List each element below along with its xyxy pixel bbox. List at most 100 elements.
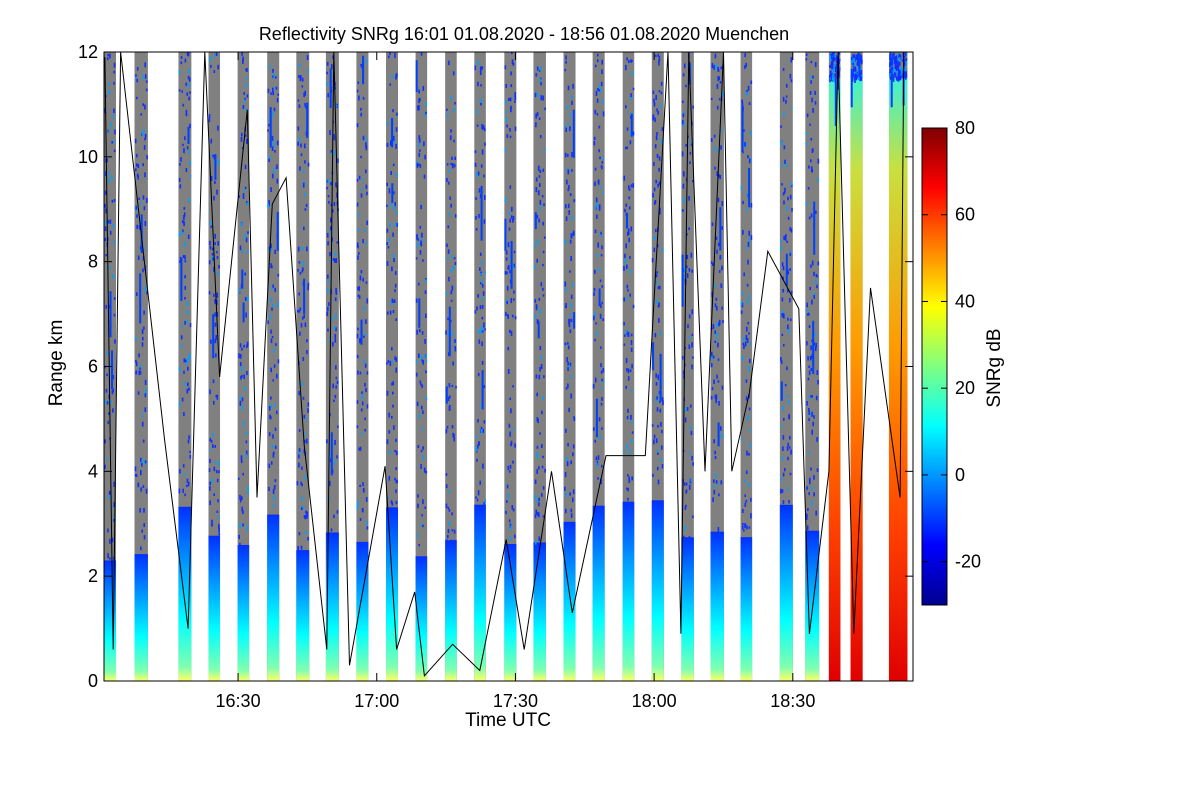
noise-speck xyxy=(659,211,661,215)
noise-speck xyxy=(661,127,664,132)
noise-speck xyxy=(272,75,274,79)
noise-speck xyxy=(538,497,540,502)
noise-speck xyxy=(365,169,367,174)
noise-speck xyxy=(716,322,719,328)
noise-speck xyxy=(245,431,248,435)
colorbar xyxy=(921,127,948,606)
noise-speck xyxy=(505,510,507,515)
signal-fill xyxy=(134,554,148,681)
noise-speck xyxy=(790,106,793,109)
noise-speck xyxy=(569,362,572,367)
noise-speck xyxy=(107,420,110,425)
noise-speck xyxy=(624,258,627,264)
noise-speck xyxy=(656,407,659,412)
noise-speck xyxy=(481,360,484,365)
noise-speck xyxy=(740,185,743,191)
noise-speck xyxy=(857,59,859,65)
noise-speck xyxy=(111,506,113,509)
noise-speck xyxy=(108,171,110,175)
noise-speck xyxy=(276,178,279,184)
noise-speckles xyxy=(850,52,863,108)
noise-speck xyxy=(632,304,635,309)
noise-streak xyxy=(362,55,365,85)
noise-streak xyxy=(415,60,418,93)
noise-speck xyxy=(788,446,791,449)
noise-speck xyxy=(628,60,630,63)
noise-streak xyxy=(659,353,662,402)
noise-speck xyxy=(446,113,449,118)
noise-speck xyxy=(628,196,631,200)
noise-speck xyxy=(217,515,220,519)
noise-speck xyxy=(787,442,789,446)
noise-speck xyxy=(627,474,629,477)
noise-speck xyxy=(389,310,392,315)
noise-speck xyxy=(298,429,301,432)
noise-speck xyxy=(300,322,303,328)
noise-speck xyxy=(144,138,146,141)
noise-speck xyxy=(832,56,835,62)
noise-speck xyxy=(662,400,664,406)
noise-speck xyxy=(898,57,901,62)
noise-speck xyxy=(811,299,813,305)
noise-speck xyxy=(787,196,789,201)
noise-speck xyxy=(304,193,306,197)
noise-speck xyxy=(785,99,787,104)
noise-speck xyxy=(651,424,654,427)
noise-speck xyxy=(686,407,689,411)
noise-speck xyxy=(143,535,146,540)
noise-speck xyxy=(218,461,220,467)
noise-speck xyxy=(182,255,185,259)
noise-speck xyxy=(891,60,894,66)
noise-speck xyxy=(453,163,456,168)
noise-speck xyxy=(306,350,308,355)
noise-speck xyxy=(507,314,509,319)
noise-speck xyxy=(688,268,691,272)
noise-speck xyxy=(602,367,605,373)
noise-speck xyxy=(475,197,477,200)
noise-speck xyxy=(211,253,214,256)
noise-speck xyxy=(836,70,838,75)
noise-speck xyxy=(894,72,897,78)
noise-speck xyxy=(242,194,245,199)
noise-speck xyxy=(809,287,811,291)
noise-speck xyxy=(189,450,191,454)
noise-streak xyxy=(391,118,394,148)
noise-speck xyxy=(897,67,899,71)
noise-speck xyxy=(186,146,189,150)
noise-speck xyxy=(450,290,453,295)
noise-speck xyxy=(388,475,391,481)
noise-speck xyxy=(806,341,808,346)
noise-speck xyxy=(780,240,782,243)
noise-speck xyxy=(626,443,628,449)
cloud-base-polyline xyxy=(104,51,905,677)
noise-speck xyxy=(657,53,660,57)
noise-speck xyxy=(446,177,448,182)
noise-speck xyxy=(713,379,715,385)
noise-streak xyxy=(418,298,421,328)
noise-speck xyxy=(746,525,748,530)
noise-speck xyxy=(510,440,513,445)
noise-speck xyxy=(482,428,484,433)
noise-speck xyxy=(596,53,599,57)
noise-speck xyxy=(813,295,815,299)
noise-speck xyxy=(748,429,751,432)
noise-speck xyxy=(143,206,146,211)
noise-speck xyxy=(326,61,329,66)
noise-speck xyxy=(746,208,748,211)
noise-speckles xyxy=(504,52,517,541)
noise-speck xyxy=(805,514,808,520)
noise-speck xyxy=(654,117,656,123)
no-data-fill xyxy=(504,52,517,681)
noise-speck xyxy=(892,69,894,74)
noise-speck xyxy=(481,305,484,309)
noise-speck xyxy=(513,250,516,254)
noise-speck xyxy=(395,467,397,471)
noise-speck xyxy=(208,260,211,265)
noise-speck xyxy=(817,160,820,164)
noise-speck xyxy=(572,452,574,457)
noise-speck xyxy=(416,401,419,407)
noise-speck xyxy=(627,228,630,232)
noise-speck xyxy=(417,105,419,109)
y-tick-label: 8 xyxy=(88,252,98,272)
noise-speck xyxy=(781,262,784,267)
